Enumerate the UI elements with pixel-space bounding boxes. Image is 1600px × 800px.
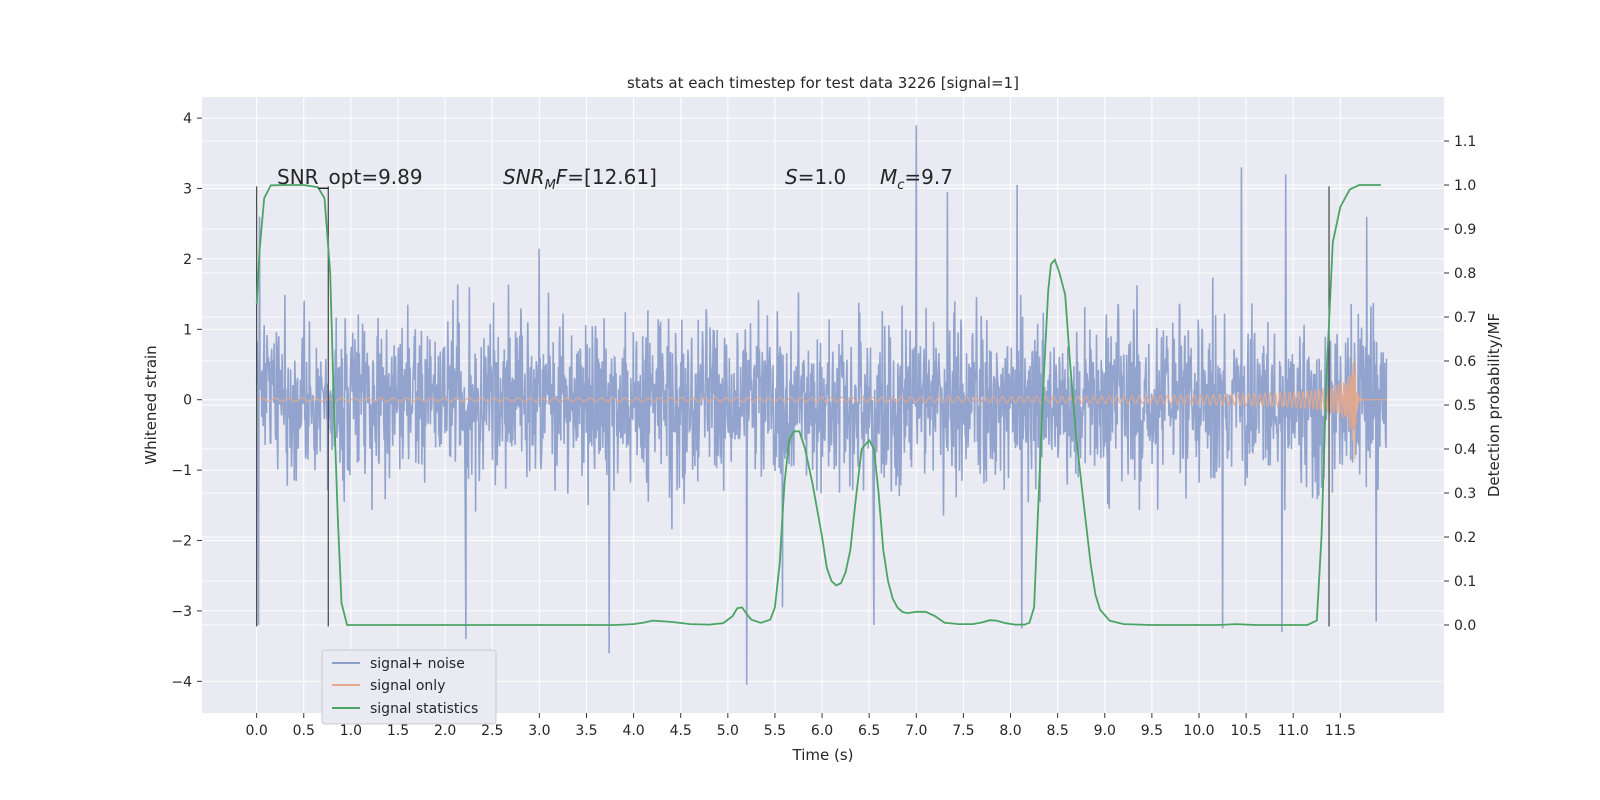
y-left-tick-label-1: 3: [183, 182, 192, 198]
y-left-tick-label-5: −1: [171, 463, 192, 479]
y-left-tick-label-3: 1: [183, 322, 192, 338]
x-tick-label-11: 5.5: [764, 723, 786, 739]
x-tick-label-6: 3.0: [528, 723, 550, 739]
legend-label-signal-statistics: signal statistics: [370, 701, 478, 717]
y-right-tick-label-1: 1.0: [1454, 178, 1476, 194]
y-right-tick-label-5: 0.6: [1454, 354, 1476, 370]
annotation-mc-rest: =9.7: [904, 165, 953, 189]
y-right-tick-label-6: 0.5: [1454, 398, 1476, 414]
x-tick-label-3: 1.5: [387, 723, 409, 739]
annotation-s: S=1.0: [785, 165, 846, 189]
annotation-s-var: S: [785, 165, 798, 189]
series-signal-statistics: [255, 184, 1381, 626]
y-right-tick-label-11: 0.0: [1454, 618, 1476, 634]
y-left-tick-label-2: 2: [183, 252, 192, 268]
x-tick-label-1: 0.5: [293, 723, 315, 739]
x-tick-label-18: 9.0: [1094, 723, 1116, 739]
series-signal-statistics-line: [255, 184, 1381, 626]
y-left-tick-label-4: 0: [183, 393, 192, 409]
y-right-tick-label-3: 0.8: [1454, 266, 1476, 282]
y-right-tick-label-4: 0.7: [1454, 310, 1476, 326]
annotation-mc-var: M: [880, 165, 897, 189]
x-tick-label-7: 3.5: [575, 723, 597, 739]
y-axis-label-left: Whitened strain: [142, 345, 160, 464]
x-tick-label-8: 4.0: [622, 723, 644, 739]
vertical-markers: [256, 186, 1330, 627]
axis-ticks: 0.0 0.5 1.0 1.5 2.0 2.5 3.0 3.5 4.0 4.5 5.0 5.5 6.0 6…: [171, 111, 1476, 739]
y-left-tick-label-0: 4: [183, 111, 192, 127]
annotation-s-rest: =1.0: [798, 165, 847, 189]
legend-box: [321, 649, 497, 725]
series-signal-only-line: [256, 358, 1387, 459]
x-tick-label-10: 5.0: [717, 723, 739, 739]
y-left-tick-label-6: −2: [171, 534, 192, 550]
annotation-snr-mf: SNRMF=[12.61]: [503, 165, 657, 193]
y-right-tick-label-8: 0.3: [1454, 486, 1476, 502]
x-tick-label-2: 1.0: [340, 723, 362, 739]
x-tick-label-23: 11.5: [1325, 723, 1356, 739]
x-tick-label-5: 2.5: [481, 723, 503, 739]
legend: signal+ noise signal only signal statist…: [321, 649, 497, 725]
y-left-tick-label-7: −3: [171, 604, 192, 620]
x-tick-label-9: 4.5: [670, 723, 692, 739]
y-left-tick-label-8: −4: [171, 674, 192, 690]
x-tick-label-22: 11.0: [1278, 723, 1309, 739]
x-tick-label-20: 10.0: [1183, 723, 1214, 739]
x-tick-label-15: 7.5: [952, 723, 974, 739]
x-tick-label-0: 0.0: [246, 723, 268, 739]
series-signal-only: [256, 358, 1387, 459]
x-tick-label-14: 7.0: [905, 723, 927, 739]
annotation-snr-mf-rest: F=[12.61]: [556, 165, 657, 189]
x-axis-label: Time (s): [792, 746, 854, 764]
y-axis-label-right: Detection probability/MF: [1485, 313, 1503, 497]
series-signal-noise-line: [255, 125, 1388, 685]
y-right-tick-label-10: 0.1: [1454, 574, 1476, 590]
annotation-snr-opt: SNR_opt=9.89: [277, 165, 423, 189]
annotation-mc: Mc=9.7: [880, 165, 953, 193]
x-tick-label-17: 8.5: [1047, 723, 1069, 739]
x-tick-label-4: 2.0: [434, 723, 456, 739]
x-tick-label-21: 10.5: [1231, 723, 1262, 739]
x-tick-label-12: 6.0: [811, 723, 833, 739]
annotation-mc-sub: c: [897, 178, 904, 193]
legend-label-signal-only: signal only: [370, 678, 445, 694]
annotation-snr-mf-sub: M: [545, 178, 556, 193]
legend-label-signal-noise: signal+ noise: [370, 656, 465, 672]
x-tick-label-19: 9.5: [1141, 723, 1163, 739]
y-right-tick-label-7: 0.4: [1454, 442, 1476, 458]
y-right-tick-label-9: 0.2: [1454, 530, 1476, 546]
x-tick-label-13: 6.5: [858, 723, 880, 739]
annotation-snr-mf-main: SNR: [503, 165, 545, 189]
y-right-tick-label-0: 1.1: [1454, 134, 1476, 150]
y-right-tick-label-2: 0.9: [1454, 222, 1476, 238]
series-signal-noise: [255, 125, 1388, 685]
chart-title: stats at each timestep for test data 322…: [627, 74, 1019, 92]
x-tick-label-16: 8.0: [999, 723, 1021, 739]
